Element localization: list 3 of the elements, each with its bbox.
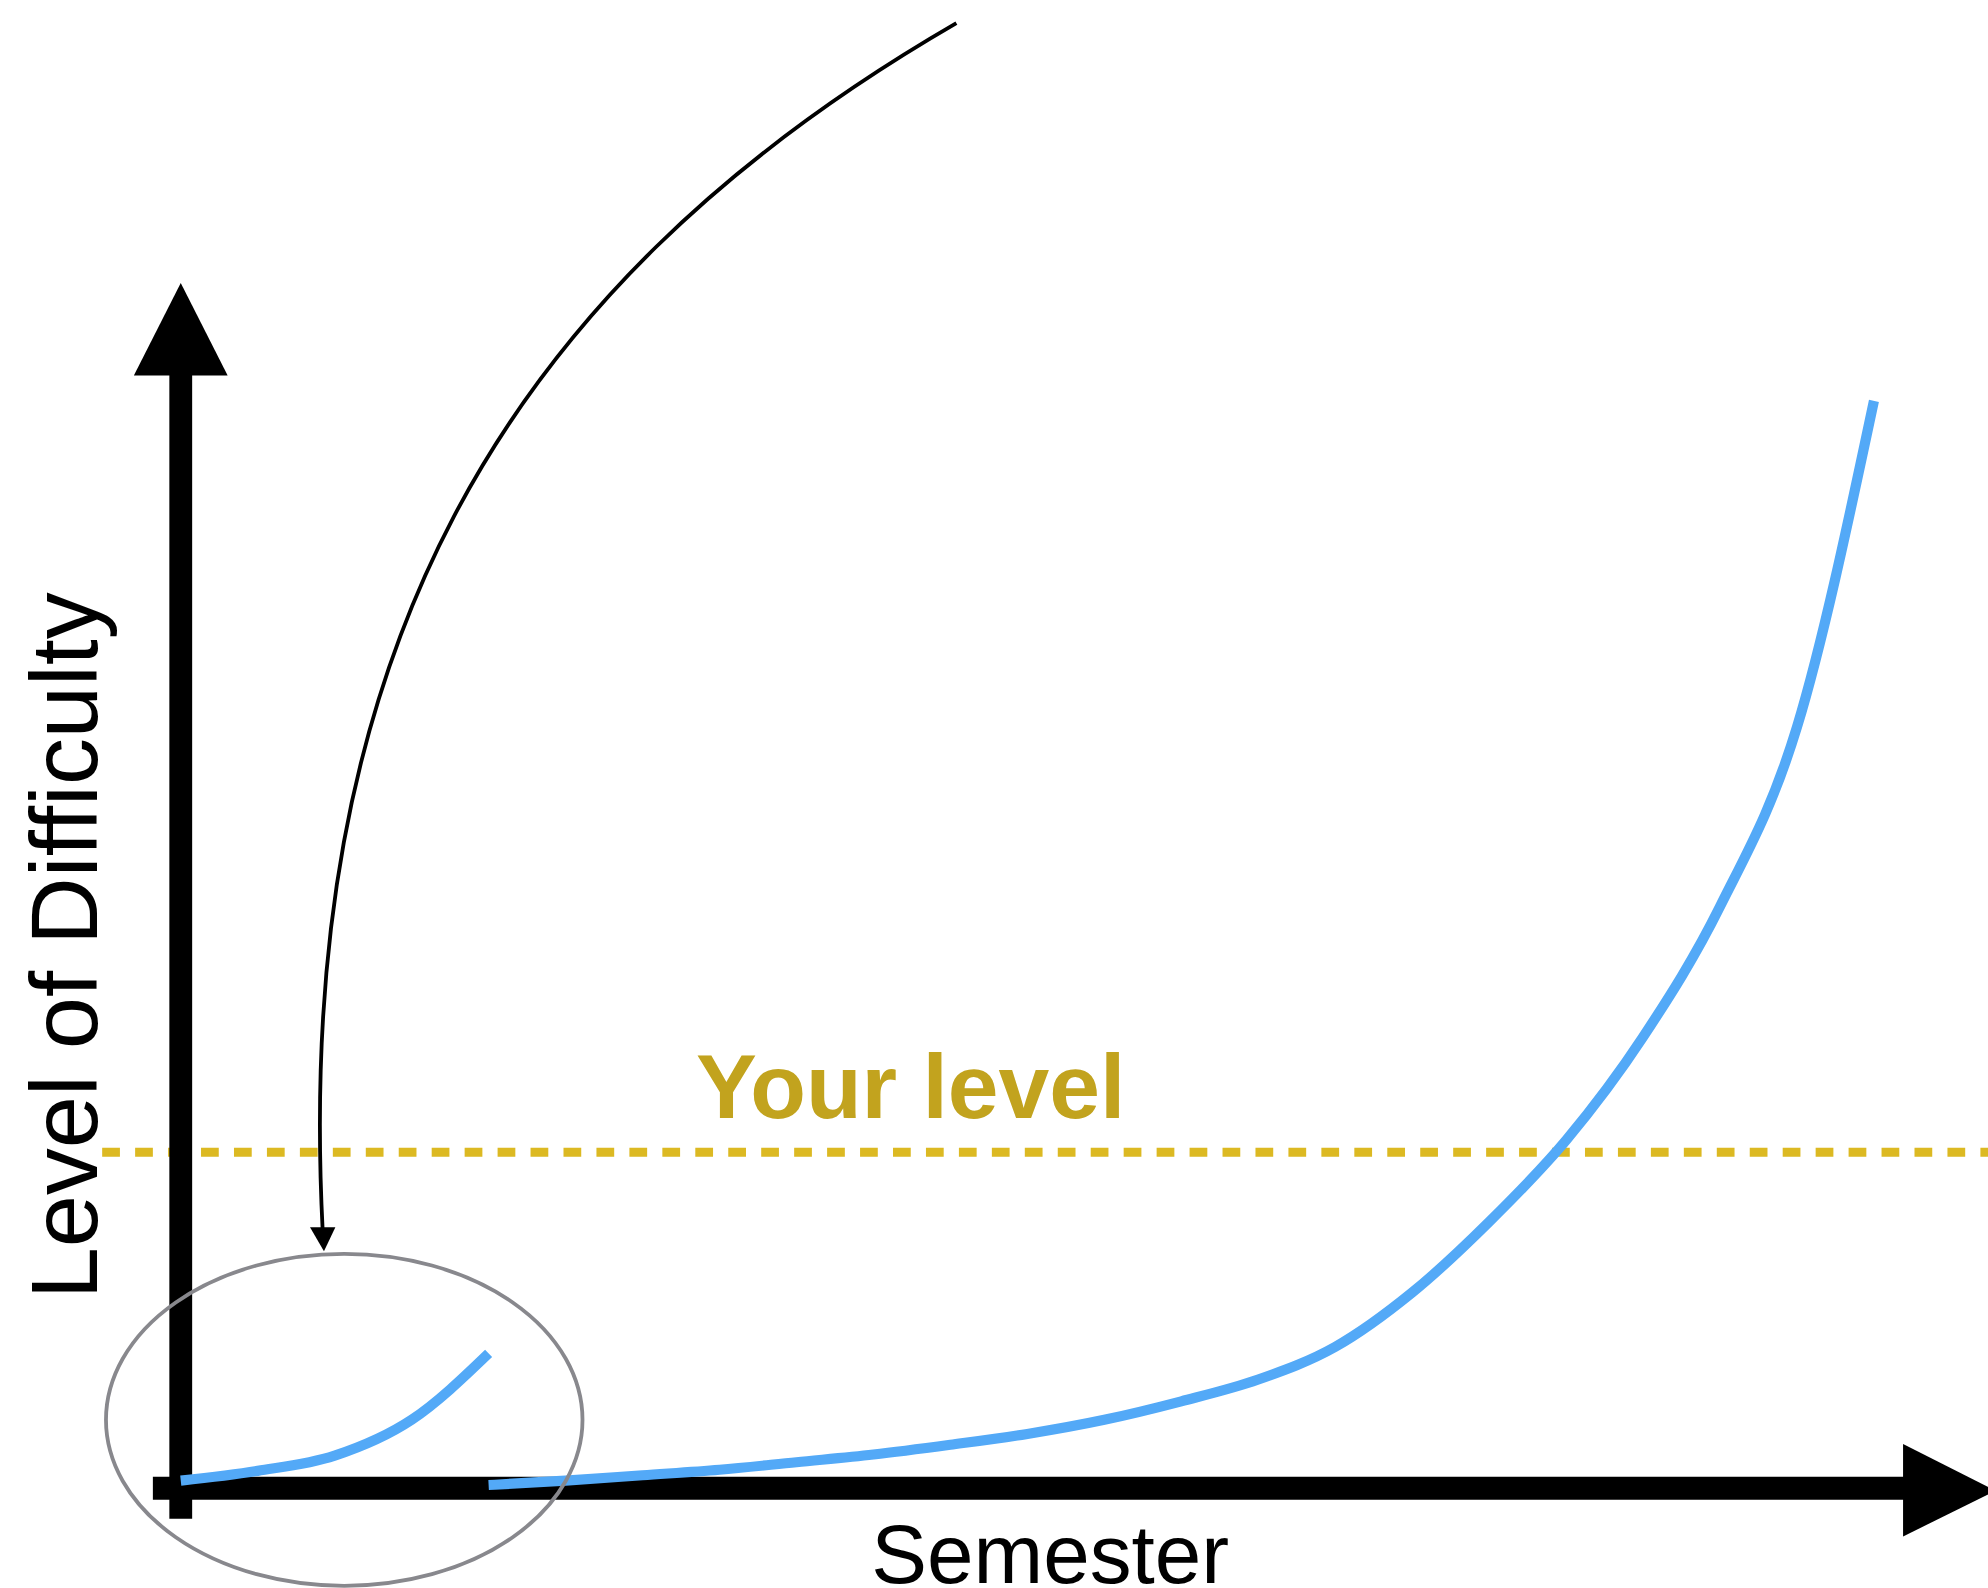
ref-line-label: Your level xyxy=(696,1035,1126,1138)
y-axis-title: Level of Difficulty xyxy=(12,592,118,1300)
x-axis-title: Semester xyxy=(871,1507,1230,1588)
